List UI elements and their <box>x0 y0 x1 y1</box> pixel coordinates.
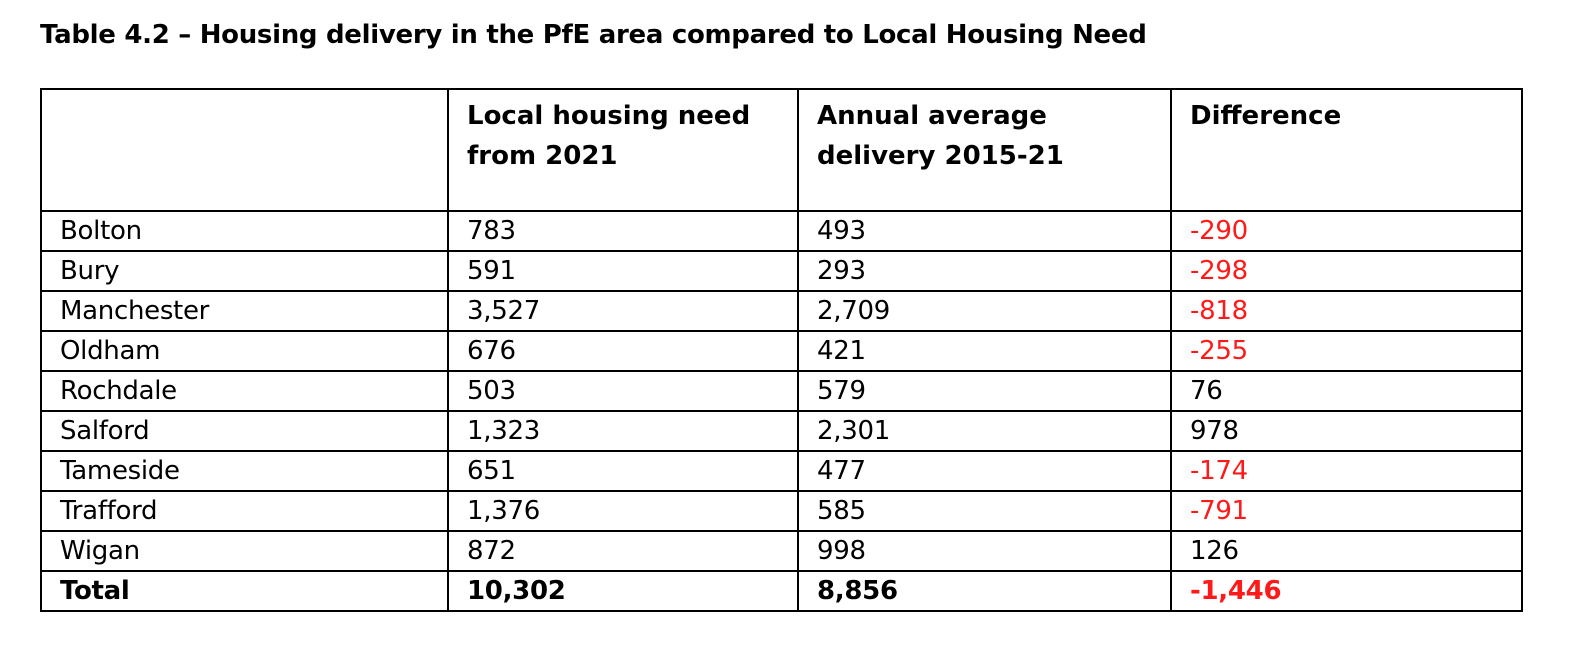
cell-area: Trafford <box>40 490 449 532</box>
header-need: Local housing need from 2021 <box>447 88 799 212</box>
cell-delivery: 477 <box>797 450 1172 492</box>
cell-need: 651 <box>447 450 799 492</box>
cell-area: Total <box>40 570 449 612</box>
table-row: Salford 1,323 2,301 978 <box>40 410 1523 452</box>
cell-area: Bury <box>40 250 449 292</box>
cell-difference: -818 <box>1170 290 1523 332</box>
cell-difference: 978 <box>1170 410 1523 452</box>
table-row: Wigan 872 998 126 <box>40 530 1523 572</box>
cell-need: 783 <box>447 210 799 252</box>
cell-delivery: 8,856 <box>797 570 1172 612</box>
header-row: Local housing need from 2021 Annual aver… <box>40 88 1523 212</box>
table-title: Table 4.2 – Housing delivery in the PfE … <box>40 20 1147 50</box>
cell-need: 676 <box>447 330 799 372</box>
housing-delivery-table: Local housing need from 2021 Annual aver… <box>40 88 1523 612</box>
cell-delivery: 998 <box>797 530 1172 572</box>
cell-delivery: 2,301 <box>797 410 1172 452</box>
cell-need: 591 <box>447 250 799 292</box>
cell-delivery: 421 <box>797 330 1172 372</box>
cell-area: Oldham <box>40 330 449 372</box>
cell-delivery: 293 <box>797 250 1172 292</box>
table-row: Bury 591 293 -298 <box>40 250 1523 292</box>
cell-need: 1,376 <box>447 490 799 532</box>
header-difference: Difference <box>1170 88 1523 212</box>
cell-difference: -1,446 <box>1170 570 1523 612</box>
cell-area: Wigan <box>40 530 449 572</box>
cell-difference: 126 <box>1170 530 1523 572</box>
table-row: Manchester 3,527 2,709 -818 <box>40 290 1523 332</box>
table-row: Oldham 676 421 -255 <box>40 330 1523 372</box>
total-row: Total 10,302 8,856 -1,446 <box>40 570 1523 612</box>
cell-delivery: 493 <box>797 210 1172 252</box>
header-delivery: Annual average delivery 2015-21 <box>797 88 1172 212</box>
cell-area: Rochdale <box>40 370 449 412</box>
cell-need: 1,323 <box>447 410 799 452</box>
cell-need: 10,302 <box>447 570 799 612</box>
cell-difference: -791 <box>1170 490 1523 532</box>
cell-area: Bolton <box>40 210 449 252</box>
cell-difference: -290 <box>1170 210 1523 252</box>
cell-delivery: 2,709 <box>797 290 1172 332</box>
table-row: Bolton 783 493 -290 <box>40 210 1523 252</box>
table-row: Tameside 651 477 -174 <box>40 450 1523 492</box>
cell-difference: -255 <box>1170 330 1523 372</box>
cell-need: 872 <box>447 530 799 572</box>
cell-need: 3,527 <box>447 290 799 332</box>
cell-delivery: 585 <box>797 490 1172 532</box>
cell-area: Tameside <box>40 450 449 492</box>
table-row: Rochdale 503 579 76 <box>40 370 1523 412</box>
cell-difference: -298 <box>1170 250 1523 292</box>
cell-area: Salford <box>40 410 449 452</box>
table-row: Trafford 1,376 585 -791 <box>40 490 1523 532</box>
cell-difference: 76 <box>1170 370 1523 412</box>
cell-delivery: 579 <box>797 370 1172 412</box>
cell-difference: -174 <box>1170 450 1523 492</box>
cell-area: Manchester <box>40 290 449 332</box>
cell-need: 503 <box>447 370 799 412</box>
header-area <box>40 88 449 212</box>
